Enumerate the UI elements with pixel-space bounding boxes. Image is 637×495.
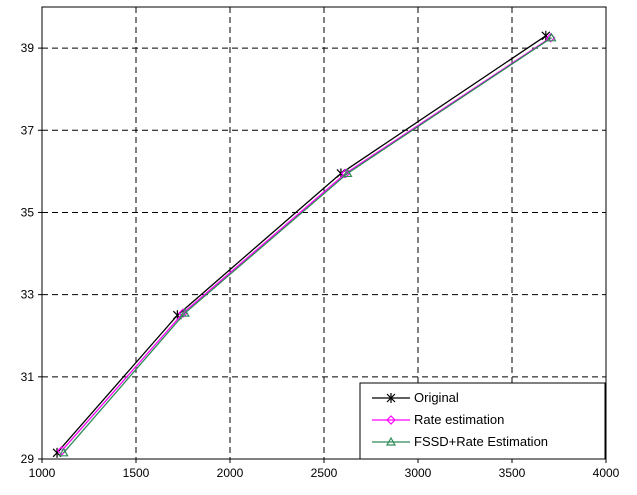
y-axis-ticks: 29 31 33 35 37 39 (21, 41, 42, 466)
y-tick-label: 39 (21, 41, 35, 55)
x-tick-label: 4000 (593, 466, 620, 480)
series-group (52, 30, 557, 458)
y-tick-label: 31 (21, 370, 35, 384)
legend-marker (385, 436, 397, 446)
data-point-marker (58, 447, 69, 457)
x-tick-label: 1500 (123, 466, 150, 480)
legend-box (359, 382, 606, 460)
series-line (63, 37, 552, 454)
series-line (61, 37, 551, 452)
legend-label: Original (414, 390, 459, 405)
y-tick-label: 37 (21, 123, 35, 137)
x-tick-label: 3000 (405, 466, 432, 480)
legend-entry: Original (372, 390, 459, 405)
legend-entry: FSSD+Rate Estimation (372, 434, 548, 449)
data-point-marker (342, 168, 353, 178)
series-3 (58, 32, 557, 457)
gridlines (42, 7, 606, 459)
legend-marker (386, 415, 396, 425)
legend: Original Rate estimation FSSD+Rate Estimat… (359, 382, 606, 460)
y-tick-label: 35 (21, 205, 35, 219)
data-point-marker (340, 168, 351, 179)
data-point-marker (179, 307, 190, 317)
x-axis-ticks: 1000 1500 2000 2500 3000 3500 4000 (29, 459, 620, 480)
x-tick-label: 1000 (29, 466, 56, 480)
x-tick-label: 3500 (499, 466, 526, 480)
legend-entry: Rate estimation (372, 412, 504, 427)
legend-marker (386, 393, 396, 403)
x-tick-label: 2500 (311, 466, 338, 480)
y-tick-label: 33 (21, 288, 35, 302)
data-point-marker (546, 32, 557, 42)
y-tick-label: 29 (21, 452, 35, 466)
legend-label: FSSD+Rate Estimation (414, 434, 548, 449)
x-tick-label: 2000 (217, 466, 244, 480)
legend-label: Rate estimation (414, 412, 504, 427)
series-line (56, 35, 547, 454)
